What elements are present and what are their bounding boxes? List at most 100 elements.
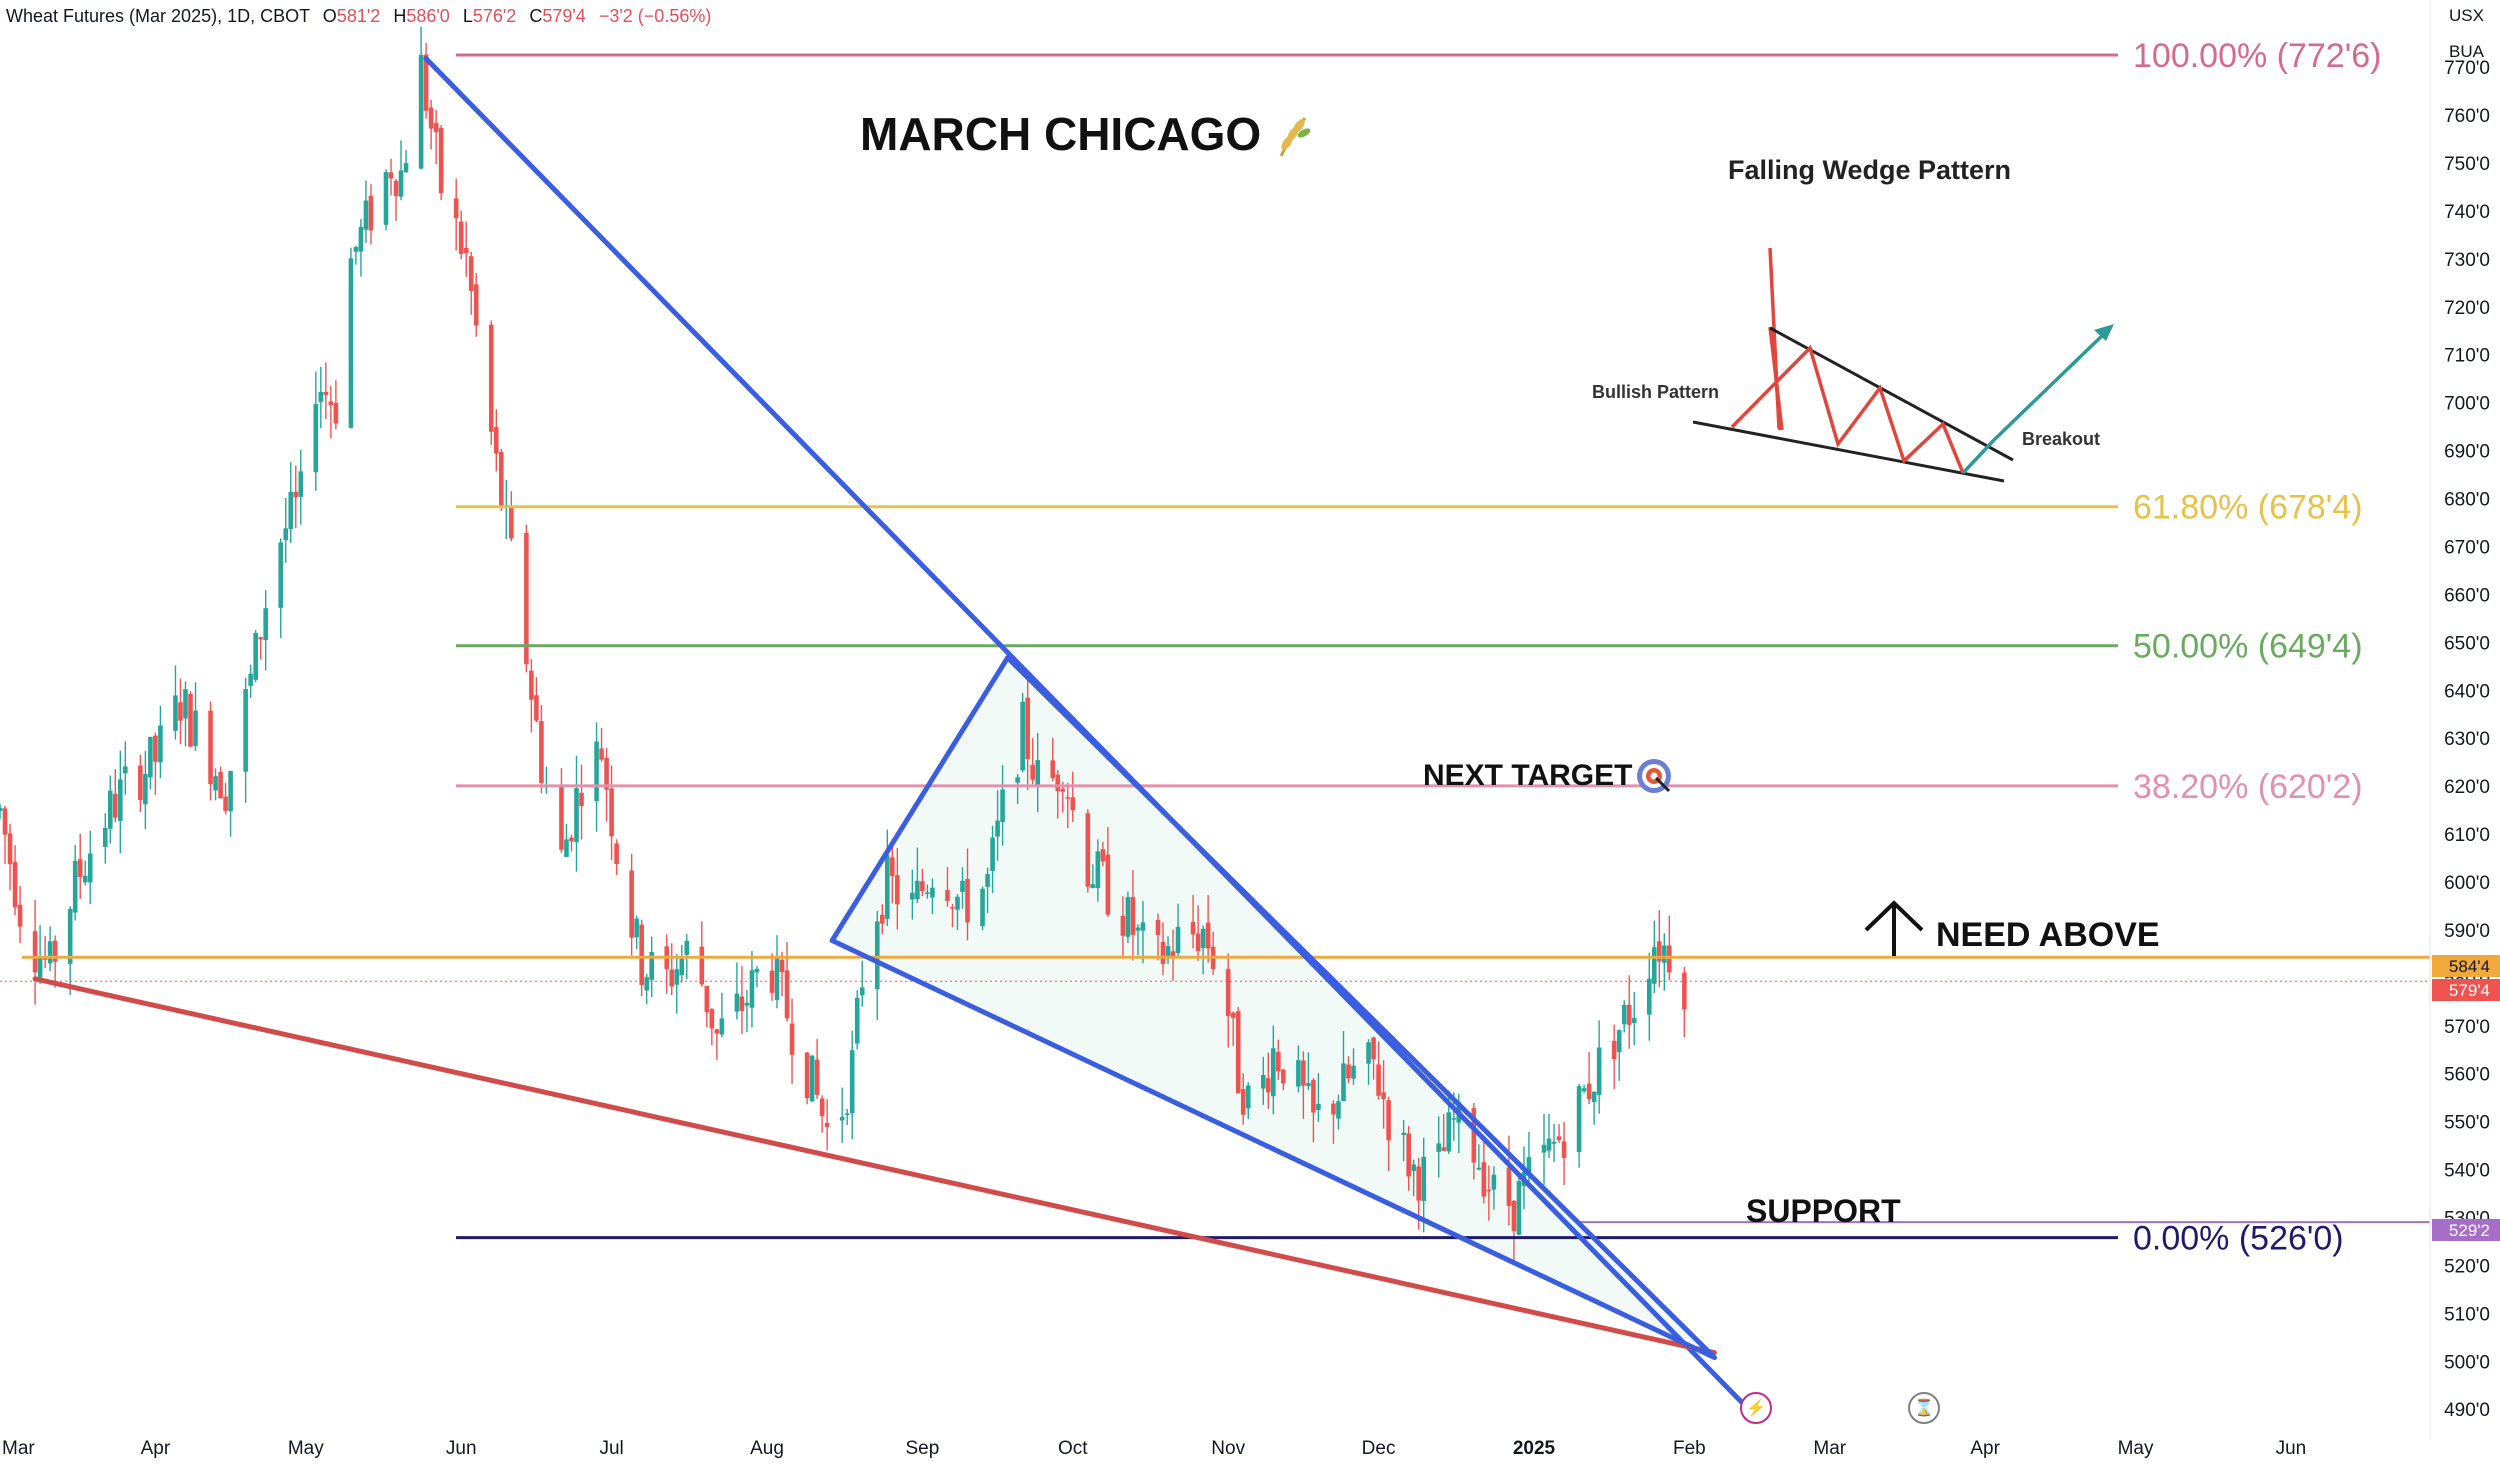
- candle-body: [333, 402, 339, 424]
- fib-label: 61.80% (678'4): [2133, 489, 2363, 527]
- candle-body: [1346, 1064, 1351, 1079]
- legend-header: Wheat Futures (Mar 2025), 1D, CBOT O581'…: [6, 6, 711, 27]
- candle-body: [1486, 1189, 1492, 1192]
- level-lines-layer: [0, 53, 2430, 1240]
- y-tick-label: 600'0: [2444, 873, 2490, 894]
- candle-body: [107, 790, 113, 829]
- candle-body: [153, 735, 158, 762]
- x-tick-label: Oct: [1058, 1438, 1088, 1459]
- candle-body: [859, 987, 865, 996]
- candle-body: [82, 875, 88, 883]
- y-tick-label: 670'0: [2444, 537, 2490, 558]
- candle-body: [193, 710, 198, 747]
- candle-body: [1436, 1143, 1442, 1152]
- candle-body: [7, 833, 13, 865]
- currency-label[interactable]: USX: [2449, 6, 2484, 25]
- candle-body: [353, 247, 359, 252]
- hourglass-icon[interactable]: ⌛: [1908, 1392, 1940, 1424]
- candle-body: [1331, 1103, 1336, 1115]
- candle-body: [368, 195, 374, 231]
- candle-body: [1611, 1040, 1617, 1060]
- candle-body: [679, 958, 685, 976]
- y-tick-label: 510'0: [2444, 1304, 2490, 1325]
- candle-body: [1120, 915, 1126, 936]
- open-value: 581'2: [336, 6, 381, 26]
- candle-body: [930, 887, 935, 898]
- candle-body: [1596, 1047, 1602, 1095]
- candle-body: [438, 127, 444, 194]
- candle-body: [138, 765, 143, 801]
- candle-body: [1351, 1065, 1356, 1079]
- candle-body: [248, 673, 253, 686]
- y-tick-label: 700'0: [2444, 394, 2490, 415]
- candle-body: [1065, 797, 1071, 799]
- price-axis[interactable]: 490'0500'0510'0520'0530'0540'0550'0560'0…: [2444, 58, 2490, 1421]
- candle-body: [148, 736, 153, 778]
- candle-body: [1090, 884, 1096, 889]
- y-tick-label: 490'0: [2444, 1400, 2490, 1421]
- candle-body: [1411, 1164, 1416, 1172]
- candle-body: [965, 878, 970, 923]
- unit-label[interactable]: BUA: [2449, 42, 2484, 61]
- candle-body: [844, 1113, 850, 1115]
- candle-body: [1271, 1048, 1276, 1097]
- x-tick-label: 2025: [1513, 1438, 1556, 1459]
- candle-body: [283, 528, 289, 541]
- candle-body: [468, 256, 474, 291]
- y-tick-label: 550'0: [2444, 1113, 2490, 1134]
- candle-body: [453, 198, 459, 219]
- x-tick-label: Aug: [750, 1438, 784, 1459]
- x-tick-label: Jun: [446, 1438, 477, 1459]
- y-tick-label: 760'0: [2444, 106, 2490, 127]
- y-tick-label: 560'0: [2444, 1065, 2490, 1086]
- candle-body: [1506, 1167, 1512, 1206]
- candle-body: [17, 904, 23, 927]
- close-label: C: [529, 6, 543, 26]
- candle-body: [493, 427, 499, 454]
- candle-body: [925, 892, 930, 895]
- candle-body: [243, 689, 248, 772]
- y-tick-label: 640'0: [2444, 681, 2490, 702]
- candle-body: [1095, 851, 1101, 889]
- candle-body: [644, 977, 649, 991]
- candle-body: [1657, 941, 1662, 962]
- candle-body: [1546, 1138, 1552, 1151]
- candle-body: [1306, 1083, 1311, 1087]
- candle-body: [1260, 1075, 1266, 1089]
- fib-label: 50.00% (649'4): [2133, 628, 2363, 666]
- candle-body: [499, 452, 504, 507]
- y-tick-label: 710'0: [2444, 346, 2490, 367]
- candle-body: [809, 1055, 815, 1102]
- candle-body: [253, 632, 258, 680]
- candle-body: [1060, 788, 1066, 792]
- candle-body: [1195, 933, 1201, 952]
- candle-body: [684, 940, 690, 955]
- fib-label: 100.00% (772'6): [2133, 37, 2381, 75]
- candle-body: [754, 968, 760, 973]
- time-axis[interactable]: Mar Apr May Jun Jul Aug Sep Oct Nov Dec 2025 Feb Mar…: [2, 1438, 2306, 1459]
- candle-body: [393, 180, 399, 196]
- lightning-icon[interactable]: ⚡: [1740, 1392, 1772, 1424]
- candle-body: [839, 1117, 845, 1121]
- candle-body: [609, 788, 614, 837]
- candle-body: [1265, 1078, 1271, 1093]
- candle-body: [1556, 1136, 1562, 1141]
- candle-body: [1381, 1092, 1386, 1100]
- candle-body: [980, 888, 985, 927]
- open-label: O: [322, 6, 337, 26]
- candle-body: [1225, 969, 1231, 1016]
- candle-body: [1591, 1091, 1597, 1102]
- candle-body: [102, 827, 108, 847]
- x-tick-label: Apr: [1970, 1438, 2000, 1459]
- x-tick-label: Jun: [2276, 1438, 2307, 1459]
- candle-body: [890, 857, 895, 877]
- candle-body: [87, 853, 93, 883]
- candle-body: [0, 807, 3, 812]
- candle-body: [42, 958, 48, 960]
- candle-body: [1025, 697, 1030, 760]
- candle-body: [428, 107, 434, 129]
- y-tick-label: 730'0: [2444, 250, 2490, 271]
- candle-body: [1586, 1083, 1592, 1100]
- candle-body: [1281, 1069, 1286, 1084]
